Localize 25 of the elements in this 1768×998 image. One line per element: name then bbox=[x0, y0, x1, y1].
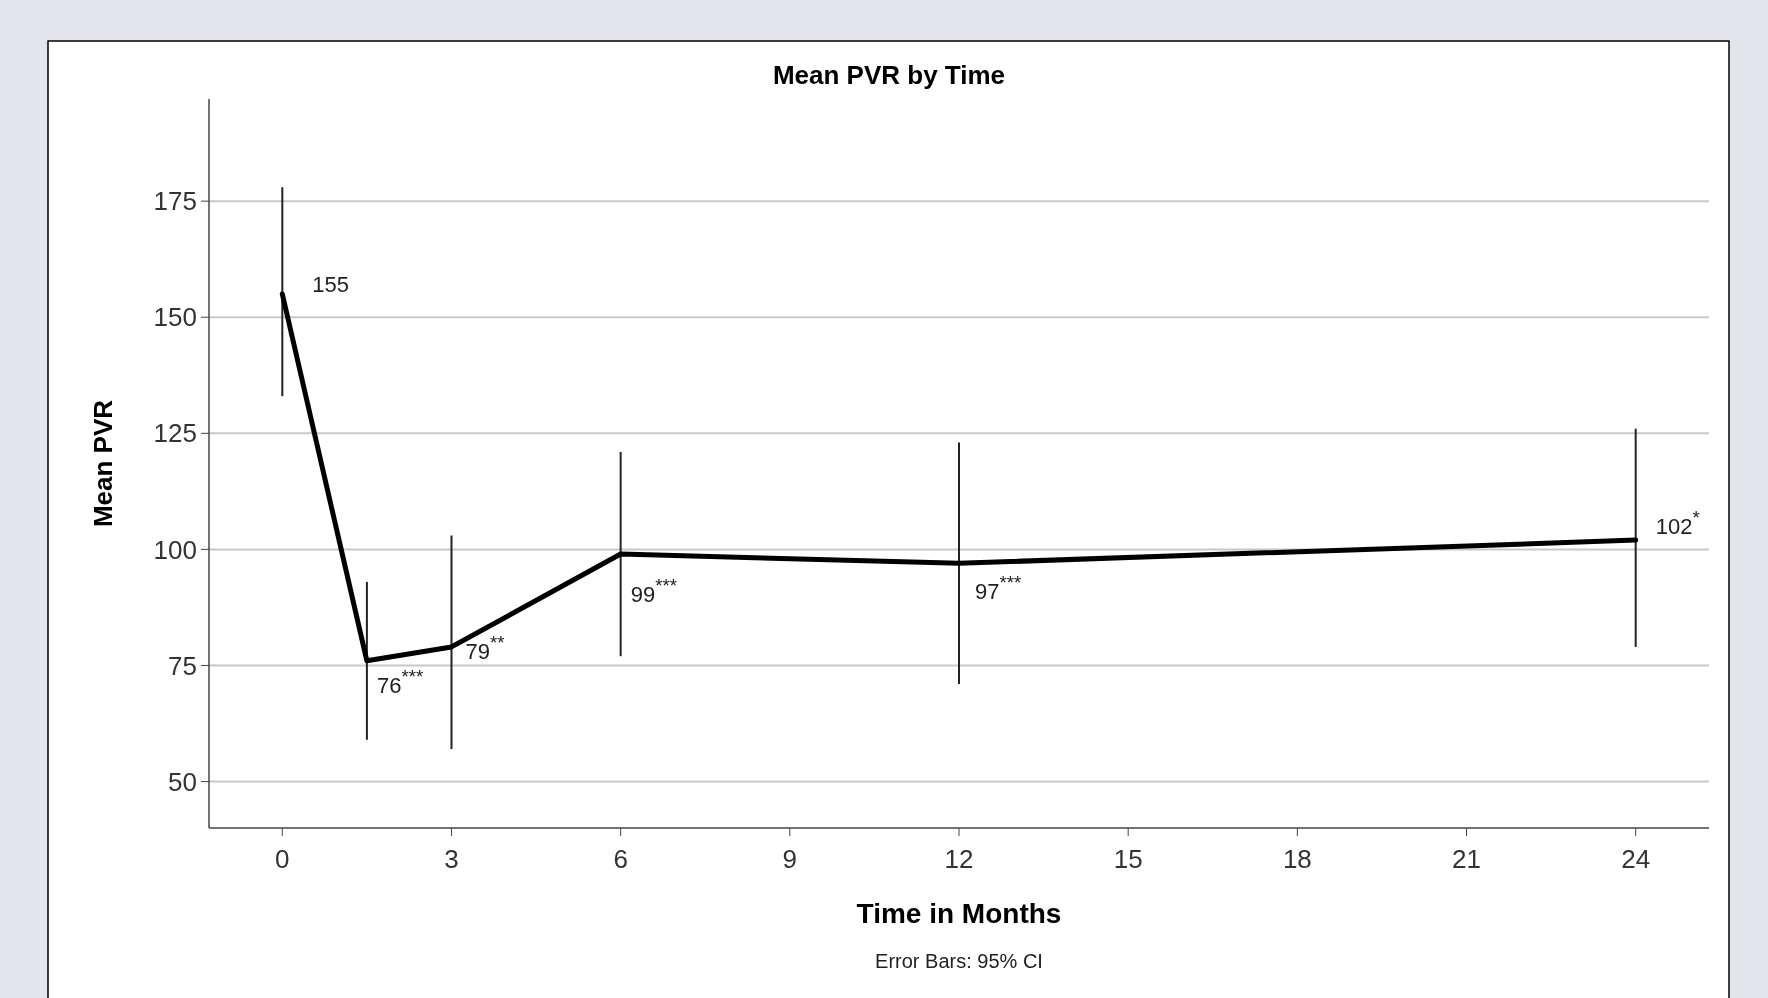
x-axis-title: Time in Months bbox=[856, 898, 1062, 929]
data-label: 102$^{*}$ bbox=[1655, 506, 1700, 540]
x-tick-label: 3 bbox=[444, 844, 459, 874]
data-label: 99$^{***}$ bbox=[630, 574, 677, 608]
chart-title: Mean PVR by Time bbox=[772, 60, 1006, 90]
x-tick-label: 15 bbox=[1113, 844, 1143, 874]
text: Error Bars: 95% CI bbox=[875, 950, 1043, 972]
x-tick-label: 18 bbox=[1282, 844, 1312, 874]
y-tick-label: 150 bbox=[153, 302, 197, 333]
data-label: 76$^{***}$ bbox=[376, 665, 424, 698]
y-axis-title: Mean PVR bbox=[88, 399, 118, 528]
x-tick-label: 12 bbox=[944, 844, 974, 874]
x-tick-label: 6 bbox=[613, 844, 628, 874]
x-tick-label: 21 bbox=[1452, 844, 1481, 874]
data-label: 79$^{**}$ bbox=[465, 631, 505, 664]
y-tick-label: 125 bbox=[153, 418, 197, 449]
x-tick-label: 9 bbox=[782, 844, 798, 874]
x-tick-label: 24 bbox=[1621, 844, 1651, 874]
y-tick-label: 100 bbox=[153, 534, 197, 565]
data-label: 155 bbox=[312, 272, 350, 298]
y-tick-label: 175 bbox=[153, 186, 197, 217]
y-tick-label: 75 bbox=[168, 650, 197, 681]
data-label: 97$^{***}$ bbox=[975, 571, 1022, 605]
x-tick-label: 0 bbox=[275, 844, 290, 874]
y-tick-label: 50 bbox=[168, 766, 197, 797]
